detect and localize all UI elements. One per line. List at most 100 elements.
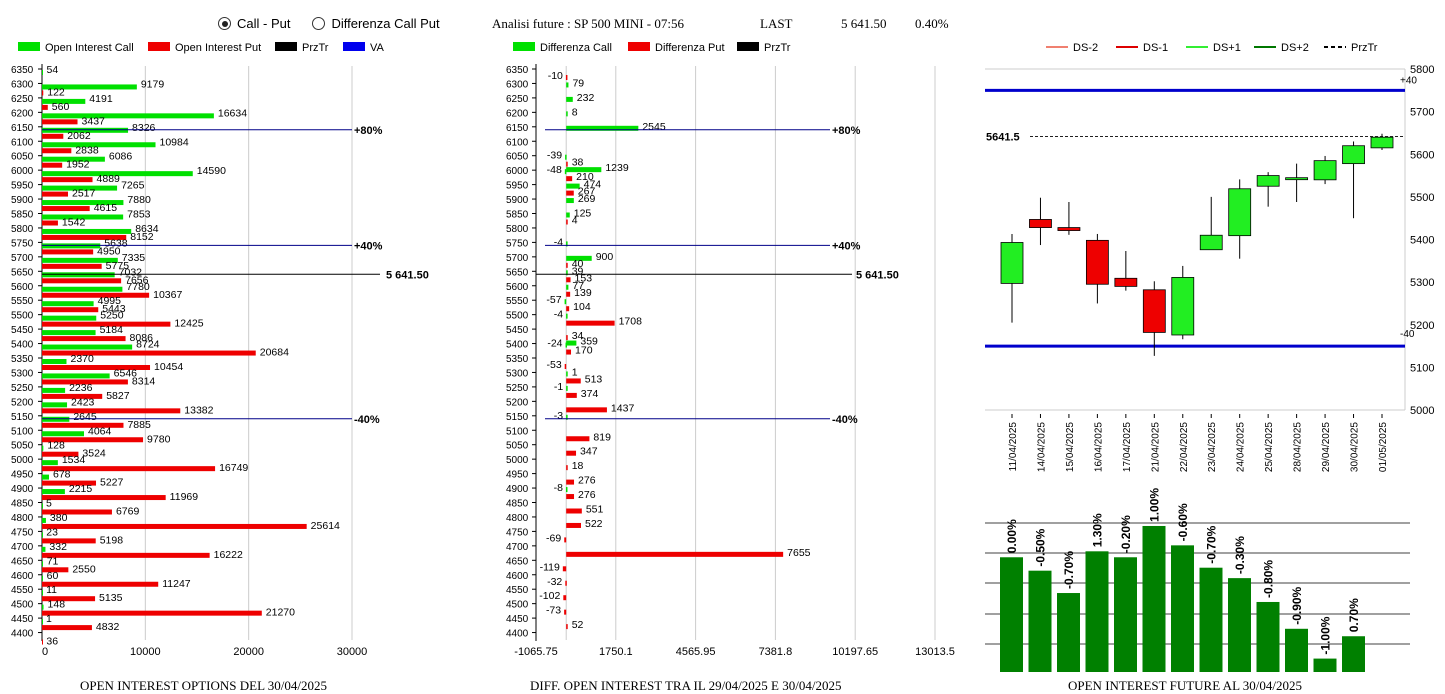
diff-oi-title: DIFF. OPEN INTEREST TRA IL 29/04/2025 E …	[530, 678, 842, 693]
fut-bar-label: -0.70%	[1205, 525, 1219, 563]
radio-call-put[interactable]: Call - Put	[218, 16, 290, 31]
diff-put-bar-label: 38	[572, 157, 584, 169]
diff-x-tick-0: -1065.75	[514, 646, 557, 658]
oi-legend-label-3: VA	[370, 42, 385, 54]
diff-put-bar	[566, 522, 581, 528]
oi-put-label: 11969	[170, 491, 199, 503]
cndl-date-label: 29/04/2025	[1321, 422, 1332, 472]
oi-ref-label-1: +40%	[354, 240, 383, 252]
oi-strike-label: 4450	[11, 614, 34, 625]
fut-bar	[1171, 545, 1194, 672]
diff-put-bar-label: 40	[572, 258, 584, 270]
oi-call-label: 7780	[126, 281, 150, 293]
oi-call-label: 2215	[69, 483, 93, 495]
oi-strike-label: 5300	[11, 368, 34, 379]
fut-bar-label: -0.20%	[1119, 515, 1133, 553]
oi-put-label: 8086	[130, 332, 154, 344]
diff-call-bar-label: 232	[577, 92, 595, 104]
diff-call-bar	[566, 414, 568, 420]
oi-call-bar	[42, 402, 68, 408]
oi-ref-label-3: -40%	[354, 414, 380, 426]
diff-put-bar	[566, 306, 570, 312]
cndl-y-tick: 5600	[1410, 149, 1434, 161]
fut-bar	[1199, 567, 1223, 672]
diff-x-tick-5: 13013.5	[915, 646, 955, 658]
cndl-body	[1256, 175, 1280, 187]
oi-put-bar	[42, 581, 159, 587]
diff-put-bar	[563, 595, 567, 601]
oi-strike-label: 5950	[11, 181, 34, 192]
diff-strike-label: 5150	[506, 412, 529, 423]
diff-strike-label: 5400	[506, 340, 529, 351]
cndl-y-tick: 5200	[1410, 320, 1434, 332]
diff-call-bar-label: -8	[554, 482, 563, 494]
oi-put-label: 8152	[130, 231, 154, 243]
diff-strike-label: 5000	[506, 455, 529, 466]
oi-call-label: 2236	[69, 382, 93, 394]
oi-options-title: OPEN INTEREST OPTIONS DEL 30/04/2025	[80, 678, 327, 693]
oi-put-label: 8314	[132, 375, 156, 387]
diff-call-bar-label: -3	[554, 410, 563, 422]
oi-put-bar	[42, 567, 69, 573]
oi-put-label: 2550	[72, 563, 96, 575]
radio-dot-diff-call-put[interactable]	[312, 17, 326, 30]
diff-call-bar-label: 125	[574, 208, 592, 220]
oi-x-tick-2: 20000	[233, 646, 264, 658]
diff-strike-label: 5700	[506, 253, 529, 264]
oi-put-bar	[42, 292, 150, 298]
oi-strike-label: 4550	[11, 585, 34, 596]
diff-ref-label-2: 5 641.50	[856, 269, 899, 281]
cndl-body	[1199, 234, 1223, 251]
diff-put-bar	[566, 624, 568, 630]
cndl-date-label: 21/04/2025	[1150, 422, 1161, 472]
oi-put-bar	[42, 133, 64, 139]
diff-strike-label: 5350	[506, 354, 529, 365]
oi-strike-label: 4700	[11, 542, 34, 553]
oi-ref-label-0: +80%	[354, 125, 383, 137]
oi-strike-label: 5250	[11, 383, 34, 394]
diff-call-bar	[566, 198, 574, 204]
oi-put-label: 4832	[96, 621, 120, 633]
oi-strike-label: 5900	[11, 195, 34, 206]
oi-legend-swatch-0	[18, 42, 40, 51]
cndl-date-label: 22/04/2025	[1179, 422, 1190, 472]
oi-x-tick-3: 30000	[337, 646, 368, 658]
cndl-legend-label-2: DS+1	[1213, 42, 1241, 54]
fut-bar	[1028, 570, 1052, 672]
radio-diff-call-put[interactable]: Differenza Call Put	[312, 16, 440, 31]
oi-put-bar	[42, 408, 181, 414]
oi-call-bar	[42, 257, 118, 263]
diff-call-bar	[566, 255, 592, 261]
oi-call-bar	[42, 546, 46, 552]
oi-strike-label: 4750	[11, 527, 34, 538]
diff-strike-label: 4450	[506, 614, 529, 625]
diff-call-bar-extra	[566, 167, 602, 173]
radio-dot-call-put[interactable]	[218, 17, 231, 30]
diff-put-bar	[566, 161, 568, 167]
diff-strike-label: 6200	[506, 108, 529, 119]
oi-put-bar	[42, 148, 72, 154]
cndl-y-tick: 5300	[1410, 277, 1434, 289]
oi-call-label: 71	[47, 555, 59, 567]
diff-strike-label: 5600	[506, 282, 529, 293]
cndl-date-label: 24/04/2025	[1236, 422, 1247, 472]
fut-bar-label: 1.00%	[1148, 488, 1162, 522]
diff-put-bar	[566, 291, 571, 297]
diff-put-bar-label: -73	[546, 605, 561, 617]
diff-strike-label: 5800	[506, 224, 529, 235]
diff-strike-label: 5750	[506, 238, 529, 249]
diff-put-bar	[566, 450, 577, 456]
diff-call-bar-label: 1	[572, 366, 578, 378]
oi-put-bar	[42, 191, 69, 197]
cndl-date-label: 25/04/2025	[1264, 422, 1275, 472]
oi-strike-label: 6350	[11, 65, 34, 76]
diff-call-bar	[566, 82, 569, 88]
fut-bar	[1085, 551, 1109, 672]
oi-put-label: 16222	[214, 549, 243, 561]
diff-put-bar	[564, 364, 567, 369]
fut-bar-label: 0.70%	[1347, 598, 1361, 632]
oi-call-label: 8326	[132, 122, 156, 134]
diff-call-bar	[566, 371, 568, 377]
diff-call-bar-label: -39	[547, 150, 562, 162]
diff-put-bar-label: 1437	[611, 402, 635, 414]
